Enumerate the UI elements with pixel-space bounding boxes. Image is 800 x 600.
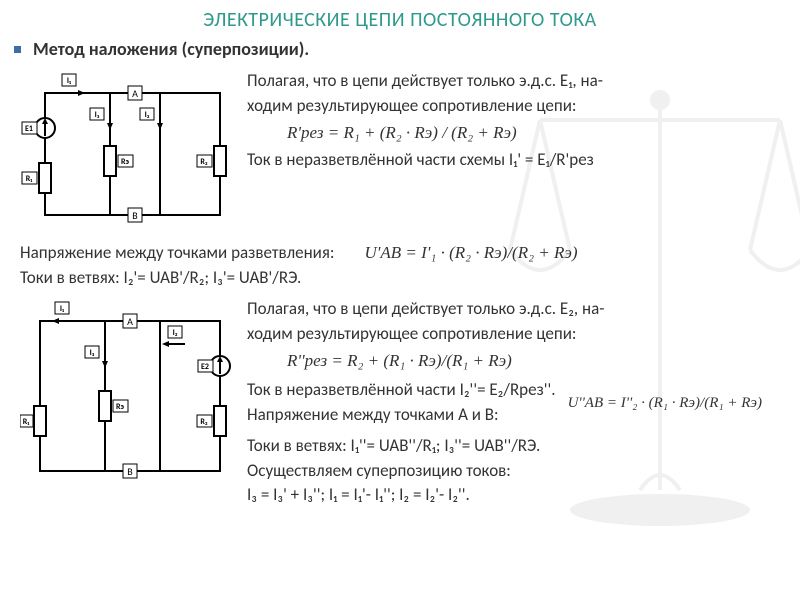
label-i3: I₃ — [95, 110, 100, 120]
label2-r1: R₁ — [23, 417, 30, 427]
node-b: В — [132, 209, 138, 222]
node-a2: А — [127, 315, 133, 328]
b2-p5: Осуществляем суперпозицию токов: — [247, 460, 780, 483]
label-e2: E2 — [201, 362, 209, 372]
node-a: А — [132, 87, 138, 100]
label-i1: I₁ — [67, 76, 71, 86]
mid1-formula: U'AB = I'₁ · (R₂ · Rэ)/(R₂ + Rэ) — [364, 242, 577, 265]
label-r2: R₂ — [200, 157, 208, 167]
subtitle-row: Метод наложения (суперпозиции). — [14, 38, 780, 60]
subtitle: Метод наложения (суперпозиции). — [33, 38, 309, 60]
label2-i3: I₃ — [90, 348, 95, 358]
node-b2: В — [127, 465, 133, 478]
b2-p3a: Ток в неразветвлённой части I₂''= E₂/Rре… — [247, 379, 556, 402]
label-r3: Rэ — [121, 157, 130, 167]
b1-p3: Ток в неразветвлённой части схемы I₁' = … — [247, 149, 780, 172]
label-r1: R₁ — [26, 174, 33, 184]
b2-p6: I₃ = I₃' + I₃''; I₁ = I₁'- I₁''; I₂ = I₂… — [247, 484, 780, 507]
b2-p3b: Напряжение между точками А и В: — [247, 404, 556, 427]
label2-i2: I₂ — [173, 328, 178, 338]
b2-p4: Токи в ветвях: I₁''= UAB''/R₁; I₃''= UAB… — [247, 435, 780, 458]
bullet-icon — [14, 46, 21, 53]
label2-r3: Rэ — [116, 402, 125, 412]
b1-p1: Полагая, что в цепи действует только э.д… — [247, 70, 780, 93]
label2-r2: R₂ — [200, 417, 208, 427]
circuit-e2: А В E2 R₁ Rэ R₂ I₁ — [20, 296, 235, 496]
mid2: Токи в ветвях: I₂'= UAB'/R₂; I₃'= UAB'/R… — [20, 267, 780, 290]
label-i2: I₂ — [145, 110, 150, 120]
page-title: ЭЛЕКТРИЧЕСКИЕ ЦЕПИ ПОСТОЯННОГО ТОКА — [20, 8, 780, 32]
label2-i1: I₁ — [60, 304, 64, 314]
b2-formula: R''рез = R₂ + (R₁ · Rэ)/(R₁ + Rэ) — [287, 350, 780, 373]
mid1: Напряжение между точками разветвления: — [20, 242, 334, 265]
b1-formula: R'рез = R₁ + (R₂ · Rэ) / (R₂ + Rэ) — [287, 122, 780, 145]
circuit-e1: А В E1 R₁ Rэ R₂ I₁ — [20, 68, 235, 238]
label-e1: E1 — [25, 124, 33, 134]
b2-p2: ходим результирующее сопротивление цепи: — [247, 323, 780, 346]
b1-p2: ходим результирующее сопротивление цепи: — [247, 95, 780, 118]
b2-p1: Полагая, что в цепи действует только э.д… — [247, 298, 780, 321]
b2-formula2: U''AB = I''₂ · (R₁ · Rэ)/(R₁ + Rэ) — [568, 393, 762, 413]
